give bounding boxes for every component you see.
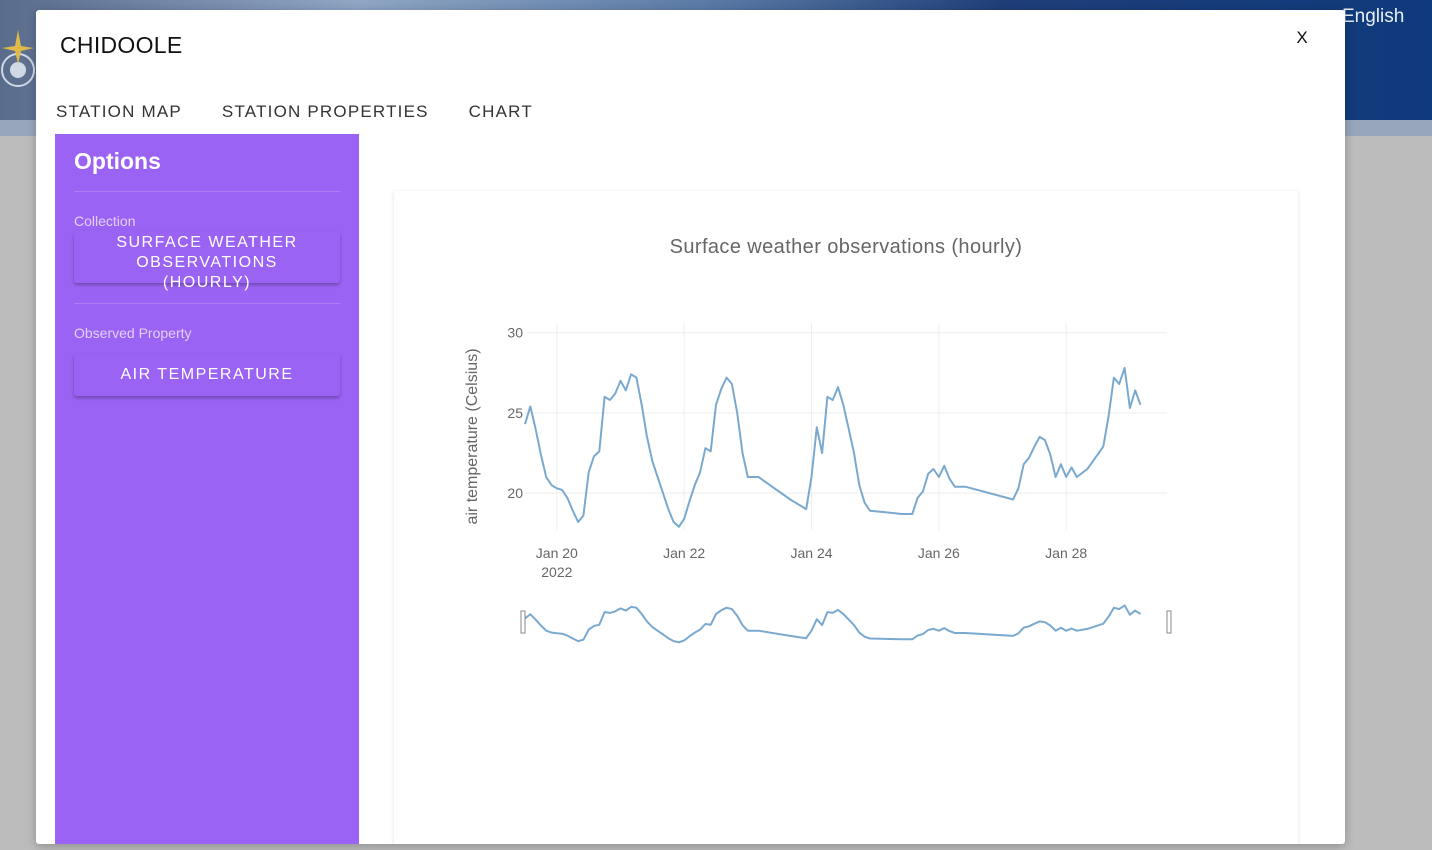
tab-station-map[interactable]: STATION MAP — [56, 102, 182, 121]
x-tick-label: Jan 26 — [918, 545, 960, 561]
y-tick-label: 25 — [507, 405, 523, 421]
range-slider-handle-left — [520, 610, 526, 634]
sidebar-divider — [74, 303, 340, 304]
x-tick-sublabel: 2022 — [541, 564, 572, 580]
range-slider-line — [524, 604, 1142, 644]
tab-station-properties[interactable]: STATION PROPERTIES — [221, 102, 429, 121]
tab-bar: STATION MAP STATION PROPERTIES CHART — [56, 100, 573, 128]
chart-card: Surface weather observations (hourly) Ja… — [394, 191, 1298, 844]
x-tick-label: Jan 22 — [663, 545, 705, 561]
y-axis-label: air temperature (Celsius) — [464, 348, 481, 524]
observed-property-select-button[interactable]: AIR TEMPERATURE — [74, 354, 340, 396]
y-tick-label: 30 — [507, 325, 523, 341]
chart-plot[interactable]: Jan 20 2022 Jan 22 Jan 24 Jan 26 Jan 28 20 25 30… — [394, 191, 1298, 844]
series-line-air-temperature — [524, 366, 1142, 528]
close-button[interactable]: X — [1296, 28, 1308, 47]
collection-label: Collection — [74, 213, 136, 229]
x-tick-label: Jan 28 — [1045, 545, 1087, 561]
tab-chart[interactable]: CHART — [468, 102, 533, 121]
collection-select-button[interactable]: SURFACE WEATHER OBSERVATIONS (HOURLY) — [74, 231, 340, 291]
options-title: Options — [74, 148, 161, 174]
modal-title: CHIDOOLE — [60, 32, 183, 58]
range-slider-handle-right — [1166, 610, 1172, 634]
chart-title: Surface weather observations (hourly) — [669, 236, 1023, 258]
wmo-logo-icon — [0, 18, 36, 104]
language-link[interactable]: English — [1342, 6, 1405, 27]
y-tick-label: 20 — [507, 485, 523, 501]
x-tick-label: Jan 20 — [536, 545, 578, 561]
options-sidebar: Options Collection SURFACE WEATHER OBSER… — [55, 134, 359, 844]
observed-property-label: Observed Property — [74, 325, 192, 341]
station-modal: CHIDOOLE X STATION MAP STATION PROPERTIE… — [36, 10, 1345, 844]
sidebar-divider — [74, 191, 340, 192]
x-tick-label: Jan 24 — [790, 545, 832, 561]
